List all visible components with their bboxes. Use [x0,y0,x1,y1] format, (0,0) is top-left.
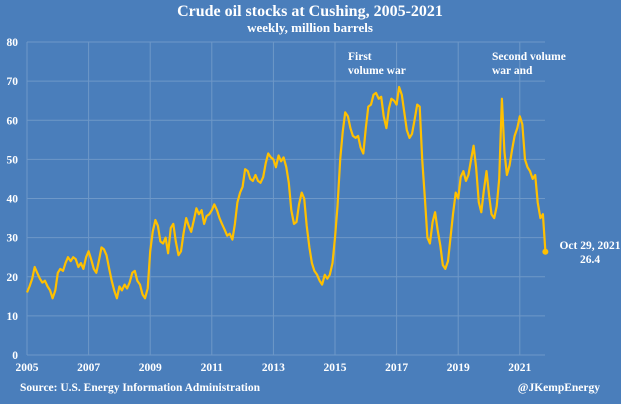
y-tick-label: 80 [7,37,19,49]
y-tick-label: 10 [7,311,19,323]
y-tick-label: 50 [7,154,19,166]
annotation-second-line1: Second volume [492,51,566,63]
annotation-second-line2: war and [492,65,533,77]
x-tick-label: 2021 [508,362,531,374]
y-tick-label: 0 [12,350,18,362]
annotation-first-line1: First [348,51,372,63]
annotation-second-volume-war: Second volume war and [492,51,566,77]
horizontal-gridlines [27,41,545,356]
y-tick-label: 30 [7,233,19,245]
annotation-first-volume-war: First volume war [348,51,406,77]
annotation-last-value: Oct 29, 2021 26.4 [559,240,620,266]
x-tick-label: 2019 [447,362,470,374]
y-tick-label: 20 [7,272,19,284]
x-tick-label: 2007 [77,362,100,374]
y-axis-ticks: 0 10 20 30 40 50 60 70 80 [7,37,19,362]
annotation-last-date: Oct 29, 2021 [559,240,620,252]
chart-title: Crude oil stocks at Cushing, 2005-2021 [177,3,443,20]
source-note: Source: U.S. Energy Information Administ… [20,382,261,394]
x-tick-label: 2009 [139,362,162,374]
annotation-first-line2: volume war [348,65,406,77]
author-handle: @JKempEnergy [518,382,600,394]
y-tick-label: 60 [7,115,19,127]
chart-subtitle: weekly, million barrels [247,20,373,35]
x-tick-label: 2011 [201,362,224,374]
y-tick-label: 40 [7,194,19,206]
x-tick-label: 2005 [16,362,39,374]
end-point-marker [542,248,549,255]
x-tick-label: 2013 [262,362,285,374]
x-tick-label: 2015 [324,362,347,374]
x-axis-ticks: 2005 2007 2009 2011 2013 2015 2017 2019 2021 [16,362,532,374]
x-tick-label: 2017 [385,362,408,374]
annotation-last-value-text: 26.4 [580,254,600,266]
y-tick-label: 70 [7,76,19,88]
series-line-cushing-stocks [25,85,547,300]
